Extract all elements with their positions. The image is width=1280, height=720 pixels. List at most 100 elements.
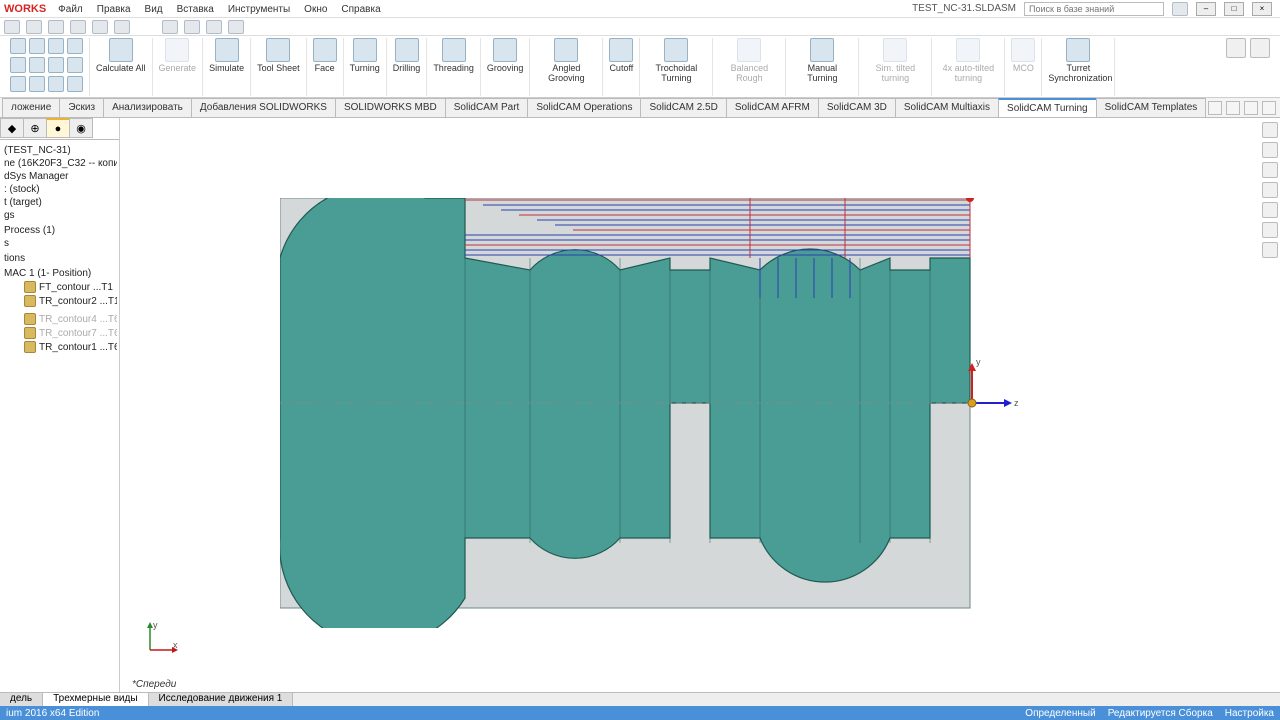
ribbon-face-icon[interactable]: [313, 38, 337, 62]
ribbon-calc-label: Calculate All: [96, 64, 146, 74]
view-top-icon[interactable]: [1262, 202, 1278, 218]
ribbon-small-icon[interactable]: [48, 76, 64, 92]
bottom-tab[interactable]: дель: [0, 693, 43, 706]
ts-expand-icon[interactable]: [1208, 101, 1222, 115]
ribbon-small-icon[interactable]: [10, 38, 26, 54]
ribbon-cut-icon[interactable]: [609, 38, 633, 62]
ribbon-turn-icon[interactable]: [353, 38, 377, 62]
qa-open-icon[interactable]: [26, 20, 42, 34]
ts-max-icon[interactable]: [1244, 101, 1258, 115]
ribbon-small-icon[interactable]: [48, 57, 64, 73]
sb-tab-cam-icon[interactable]: ●: [46, 118, 70, 138]
ribbon-small-icon[interactable]: [29, 57, 45, 73]
tree-item[interactable]: s: [2, 237, 117, 250]
menu-вид[interactable]: Вид: [145, 4, 163, 15]
tab-solidcam-templates[interactable]: SolidCAM Templates: [1096, 98, 1207, 117]
view-front-icon[interactable]: [1262, 162, 1278, 178]
ribbon-small-icon[interactable]: [67, 57, 83, 73]
ribbon-small-icon[interactable]: [67, 76, 83, 92]
ribbon-turret-icon[interactable]: [1066, 38, 1090, 62]
qa-print-icon[interactable]: [70, 20, 86, 34]
tab-solidcam-3d[interactable]: SolidCAM 3D: [818, 98, 896, 117]
tab-добавления-solidworks[interactable]: Добавления SOLIDWORKS: [191, 98, 336, 117]
tab-solidcam-operations[interactable]: SolidCAM Operations: [527, 98, 641, 117]
ribbon-small-icon[interactable]: [10, 57, 26, 73]
sb-tab-config-icon[interactable]: ◉: [69, 118, 93, 138]
maximize-button[interactable]: □: [1224, 2, 1244, 16]
menu-вставка[interactable]: Вставка: [177, 4, 214, 15]
sb-tab-feature-icon[interactable]: ◆: [0, 118, 24, 138]
tab-анализировать[interactable]: Анализировать: [103, 98, 192, 117]
menu-инструменты[interactable]: Инструменты: [228, 4, 290, 15]
menu-окно[interactable]: Окно: [304, 4, 327, 15]
ts-min-icon[interactable]: [1226, 101, 1240, 115]
ribbon-collapse-icon[interactable]: [1226, 38, 1246, 58]
tab-solidcam-afrm[interactable]: SolidCAM AFRM: [726, 98, 819, 117]
tab-solidcam-turning[interactable]: SolidCAM Turning: [998, 98, 1097, 117]
tree-item[interactable]: : (stock): [2, 183, 117, 196]
search-input[interactable]: [1024, 2, 1164, 16]
tab-эскиз[interactable]: Эскиз: [59, 98, 104, 117]
qa-new-icon[interactable]: [4, 20, 20, 34]
tab-solidcam-2.5d[interactable]: SolidCAM 2.5D: [640, 98, 726, 117]
qa-save-icon[interactable]: [48, 20, 64, 34]
sb-tab-property-icon[interactable]: ⊕: [23, 118, 47, 138]
quick-access-bar: [0, 18, 1280, 36]
ribbon-thread-icon[interactable]: [442, 38, 466, 62]
ribbon-drill-icon[interactable]: [395, 38, 419, 62]
view-section-icon[interactable]: [1262, 242, 1278, 258]
qa-redo-icon[interactable]: [114, 20, 130, 34]
view-iso-icon[interactable]: [1262, 142, 1278, 158]
view-home-icon[interactable]: [1262, 122, 1278, 138]
tree-item[interactable]: TR_contour4 ...T6: [2, 312, 117, 326]
svg-text:y: y: [153, 622, 158, 630]
tab-solidworks-mbd[interactable]: SOLIDWORKS MBD: [335, 98, 446, 117]
tree-item[interactable]: TR_contour7 ...T6: [2, 326, 117, 340]
tab-ложение[interactable]: ложение: [2, 98, 60, 117]
ribbon-small-icon[interactable]: [10, 76, 26, 92]
close-button[interactable]: ×: [1252, 2, 1272, 16]
qa-icon[interactable]: [206, 20, 222, 34]
tab-solidcam-part[interactable]: SolidCAM Part: [445, 98, 529, 117]
ribbon-tool-icon[interactable]: [266, 38, 290, 62]
bottom-tab[interactable]: Исследование движения 1: [149, 693, 294, 706]
qa-options-icon[interactable]: [184, 20, 200, 34]
ribbon-calc-icon[interactable]: [109, 38, 133, 62]
ribbon-ang-icon[interactable]: [554, 38, 578, 62]
ribbon-small-icon[interactable]: [29, 38, 45, 54]
ribbon-sim-icon[interactable]: [215, 38, 239, 62]
tree-item[interactable]: (TEST_NC-31): [2, 144, 117, 157]
menu-правка[interactable]: Правка: [97, 4, 131, 15]
tree-item[interactable]: dSys Manager: [2, 170, 117, 183]
ts-close-icon[interactable]: [1262, 101, 1276, 115]
ribbon-groove-icon[interactable]: [493, 38, 517, 62]
tree-item[interactable]: Process (1): [2, 224, 117, 237]
tree-item[interactable]: MAC 1 (1- Position): [2, 267, 117, 280]
ribbon-small-icon[interactable]: [48, 38, 64, 54]
ribbon-bal-icon: [737, 38, 761, 62]
minimize-button[interactable]: –: [1196, 2, 1216, 16]
tree-item[interactable]: TR_contour2 ...T1: [2, 294, 117, 308]
tree-item[interactable]: gs: [2, 209, 117, 222]
menu-справка[interactable]: Справка: [341, 4, 380, 15]
ribbon-small-icon[interactable]: [67, 38, 83, 54]
tree-item[interactable]: t (target): [2, 196, 117, 209]
view-normal-icon[interactable]: [1262, 222, 1278, 238]
tree-item[interactable]: tions: [2, 252, 117, 265]
ribbon-troch-icon[interactable]: [664, 38, 688, 62]
qa-icon[interactable]: [228, 20, 244, 34]
graphics-viewport[interactable]: yz y x *Спереди: [120, 118, 1280, 692]
ribbon-man-icon[interactable]: [810, 38, 834, 62]
bottom-tab[interactable]: Трехмерные виды: [43, 693, 148, 706]
qa-undo-icon[interactable]: [92, 20, 108, 34]
tab-solidcam-multiaxis[interactable]: SolidCAM Multiaxis: [895, 98, 999, 117]
ribbon-collapse-icon[interactable]: [1250, 38, 1270, 58]
tree-item[interactable]: TR_contour1 ...T6: [2, 340, 117, 354]
menu-файл[interactable]: Файл: [58, 4, 83, 15]
tree-item[interactable]: FT_contour ...T1: [2, 280, 117, 294]
ribbon-small-icon[interactable]: [29, 76, 45, 92]
qa-rebuild-icon[interactable]: [162, 20, 178, 34]
search-icon[interactable]: [1172, 2, 1188, 16]
view-side-icon[interactable]: [1262, 182, 1278, 198]
tree-item[interactable]: ne (16K20F3_C32 -- копия): [2, 157, 117, 170]
